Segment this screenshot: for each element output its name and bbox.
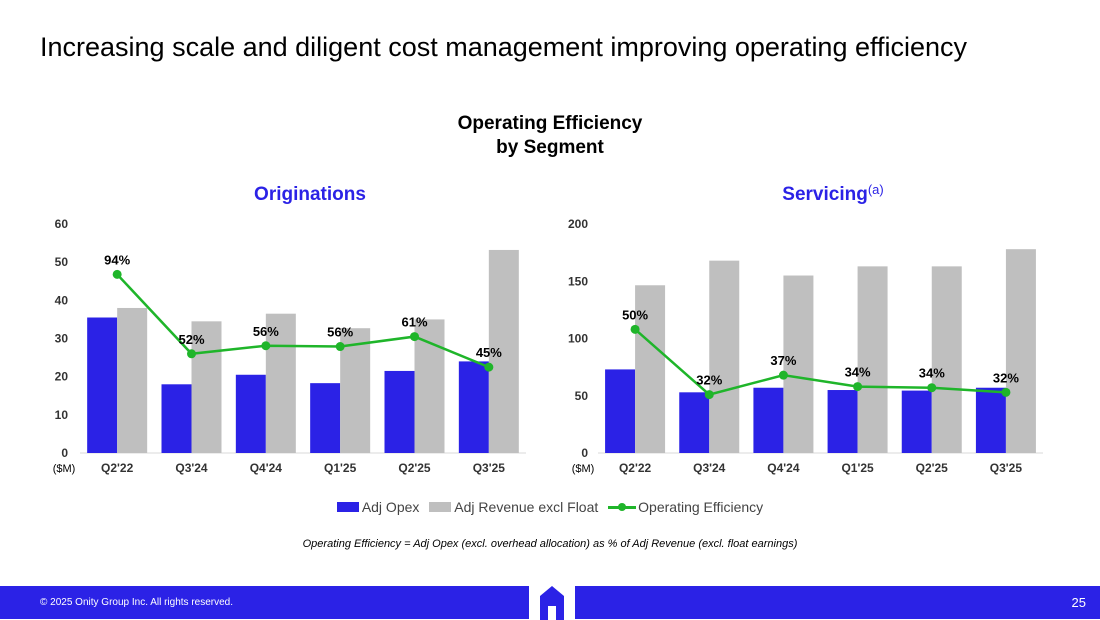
originations-bar-adj-opex [87,317,118,453]
originations-bar-adj-revenue [340,328,371,453]
originations-y-tick-label: 20 [55,370,69,384]
legend-label-adj-opex: Adj Opex [361,499,420,515]
servicing-unit-label: ($M) [572,463,595,475]
originations-bar-adj-opex [384,370,415,453]
servicing-bar-adj-opex [827,390,858,453]
originations-y-tick-label: 60 [55,217,69,231]
servicing-chart-title-footnote-ref: (a) [868,182,884,197]
originations-bar-adj-opex [235,374,266,453]
originations-y-tick-label: 40 [55,293,69,307]
chart-heading-line2: by Segment [496,137,604,158]
servicing-efficiency-point [1001,387,1011,397]
servicing-bar-adj-revenue [1005,249,1036,453]
originations-efficiency-point [484,362,494,372]
originations-efficiency-data-label: 56% [253,324,279,339]
legend: Adj Opex Adj Revenue excl Float Operatin… [0,499,1100,515]
originations-bar-adj-revenue [265,313,296,453]
page-number: 25 [1071,595,1086,610]
originations-efficiency-data-label: 52% [178,332,204,347]
servicing-y-tick-label: 100 [568,332,588,346]
originations-x-tick-label: Q1'25 [324,461,357,475]
originations-unit-label: ($M) [53,463,76,475]
servicing-efficiency-data-label: 34% [845,365,871,380]
originations-efficiency-point [112,269,122,279]
originations-efficiency-data-label: 45% [476,345,502,360]
originations-y-tick-label: 30 [55,332,69,346]
originations-bar-adj-revenue [117,307,148,453]
servicing-efficiency-data-label: 34% [919,366,945,381]
servicing-y-tick-label: 150 [568,274,588,288]
chart-heading-line1: Operating Efficiency [457,113,643,134]
legend-item-adj-opex: Adj Opex [336,499,420,515]
servicing-efficiency-line [634,328,1006,396]
servicing-y-tick-label: 50 [575,389,589,403]
onity-logo-icon [529,578,575,620]
servicing-efficiency-point [927,383,937,393]
originations-x-tick-label: Q3'25 [473,461,506,475]
originations-bar-adj-revenue [488,249,519,453]
servicing-bar-adj-revenue [709,260,740,453]
slide-title: Increasing scale and diligent cost manag… [40,32,968,62]
originations-bar-adj-opex [458,361,489,453]
originations-chart-title: Originations [254,184,366,205]
servicing-efficiency-point [853,382,863,392]
originations-efficiency-point [261,341,271,351]
chart-heading: Operating Efficiency by Segment [0,112,1100,160]
servicing-efficiency-data-label: 32% [993,370,1019,385]
legend-swatch-adj-revenue [429,502,452,512]
originations-y-tick-label: 50 [55,255,69,269]
originations-efficiency-point [410,332,419,342]
servicing-bar-adj-opex [901,390,932,453]
servicing-bar-adj-opex [679,392,710,453]
servicing-x-tick-label: Q2'22 [619,461,652,475]
originations-x-tick-label: Q2'25 [398,461,431,475]
servicing-efficiency-data-label: 32% [696,373,722,388]
originations-efficiency-point [335,342,345,352]
servicing-x-tick-label: Q4'24 [767,461,800,475]
servicing-x-tick-label: Q1'25 [841,461,874,475]
servicing-bar-adj-opex [605,369,636,453]
originations-x-tick-label: Q2'22 [101,461,134,475]
originations-bar-adj-opex [310,383,341,453]
servicing-y-tick-label: 0 [581,446,588,460]
footer-bar: © 2025 Onity Group Inc. All rights reser… [0,578,1100,620]
originations-bar-adj-revenue [191,321,222,453]
servicing-chart-title: Servicing(a) [782,182,883,205]
servicing-efficiency-point [778,370,788,380]
servicing-bar-adj-revenue [635,285,666,453]
servicing-bar-adj-revenue [857,266,888,453]
legend-line-operating-efficiency [608,502,637,512]
servicing-bar-adj-revenue [783,275,814,453]
footnote: Operating Efficiency = Adj Opex (excl. o… [302,538,798,550]
legend-swatch-adj-opex [336,502,359,512]
originations-bar-adj-opex [161,384,192,453]
servicing-bar-adj-opex [753,387,784,453]
originations-y-tick-label: 0 [61,446,68,460]
legend-label-operating-efficiency: Operating Efficiency [638,499,764,515]
originations-efficiency-line [116,273,490,369]
servicing-bar-adj-revenue [931,266,962,453]
servicing-efficiency-data-label: 37% [770,353,796,368]
originations-x-tick-label: Q4'24 [250,461,283,475]
originations-efficiency-data-label: 56% [327,325,353,340]
originations-efficiency-data-label: 61% [401,315,427,330]
copyright: © 2025 Onity Group Inc. All rights reser… [40,597,234,608]
legend-item-operating-efficiency: Operating Efficiency [608,499,763,515]
originations-x-tick-label: Q3'24 [175,461,208,475]
legend-label-adj-revenue: Adj Revenue excl Float [454,499,599,515]
servicing-x-tick-label: Q3'25 [990,461,1023,475]
servicing-bar-adj-opex [975,387,1006,453]
servicing-x-tick-label: Q2'25 [916,461,949,475]
servicing-y-tick-label: 200 [568,217,588,231]
originations-efficiency-data-label: 94% [104,252,130,267]
servicing-x-tick-label: Q3'24 [693,461,726,475]
servicing-efficiency-point [630,324,640,334]
originations-efficiency-point [187,349,196,359]
servicing-efficiency-data-label: 50% [622,307,648,322]
legend-item-adj-revenue: Adj Revenue excl Float [429,499,598,515]
servicing-efficiency-point [704,390,714,400]
originations-y-tick-label: 10 [55,408,69,422]
